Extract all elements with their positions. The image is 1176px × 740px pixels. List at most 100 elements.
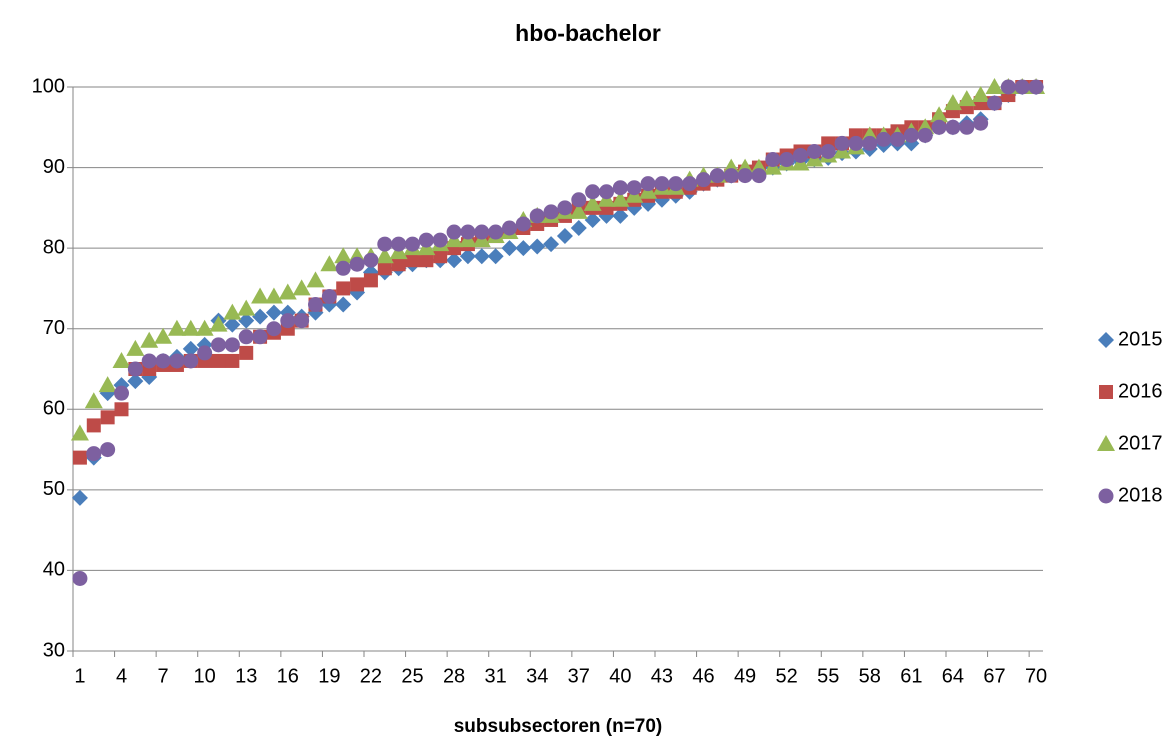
point [209,315,228,332]
point [957,90,976,107]
x-axis-label: subsubsectoren (n=70) [454,716,663,737]
x-tick-label: 22 [360,665,382,687]
point [391,236,407,252]
point [72,450,87,465]
point [278,283,297,300]
point [363,273,378,288]
point [723,168,739,184]
point [154,327,173,344]
point [611,190,630,207]
x-tick-label: 28 [443,665,465,687]
point [350,277,365,292]
point [737,168,753,184]
point [336,281,351,296]
point [225,353,240,368]
point [433,249,448,264]
x-tick-label: 58 [859,665,881,687]
point [239,345,254,360]
point [375,247,394,264]
point [292,279,311,296]
x-tick-label: 46 [692,665,714,687]
point [377,261,392,276]
point [127,361,143,377]
point [211,353,226,368]
y-tick-label: 90 [43,156,65,178]
point [195,319,214,336]
point [876,131,892,147]
point [223,303,242,320]
point [569,202,588,219]
point [682,176,698,192]
point [211,337,226,353]
point [862,135,878,151]
point [446,252,463,269]
point [765,152,781,168]
point [501,240,518,257]
point [182,340,199,357]
point [321,288,337,304]
x-tick-label: 55 [817,665,839,687]
point [100,442,116,458]
point [543,204,559,220]
point [377,236,393,252]
point [599,184,614,200]
point [446,224,462,240]
point [98,376,117,393]
point [197,345,213,361]
point [612,207,629,224]
point [654,176,670,192]
x-tick-label: 4 [116,665,127,687]
point [1000,79,1016,95]
x-tick-label: 13 [235,665,257,687]
point [820,143,836,159]
y-tick-label: 40 [43,559,65,581]
point [834,135,850,151]
point [71,489,88,506]
point [585,184,601,200]
point [848,135,864,151]
point [112,351,131,368]
point [985,78,1004,94]
point [917,127,933,143]
point [529,208,545,224]
point [306,271,325,288]
point [460,224,476,240]
point [335,260,351,276]
point [473,248,490,265]
legend-marker [1097,435,1115,451]
point [114,402,129,417]
point [515,216,531,232]
point [308,297,323,313]
point [294,313,310,329]
point [488,224,504,240]
point [405,253,420,268]
point [349,256,365,272]
point [86,446,102,462]
point [487,248,504,265]
y-tick-label: 80 [43,236,65,258]
point [251,287,270,304]
point [126,339,145,356]
legend-label: 2016 [1118,380,1163,402]
legend-marker [1098,332,1114,348]
point [529,238,546,255]
point [86,418,101,433]
point [100,410,115,425]
point [114,385,129,401]
point [971,86,990,103]
x-tick-label: 70 [1025,665,1047,687]
point [930,106,949,123]
point [696,172,711,188]
point [70,424,89,441]
x-tick-label: 31 [485,665,507,687]
point [84,392,103,409]
point [169,353,185,369]
legend-marker [1099,385,1113,399]
point [668,176,684,192]
legend-label: 2015 [1118,328,1163,350]
point [806,143,822,159]
point [571,192,587,208]
point [238,312,255,329]
point [459,248,476,265]
point [1014,79,1030,95]
